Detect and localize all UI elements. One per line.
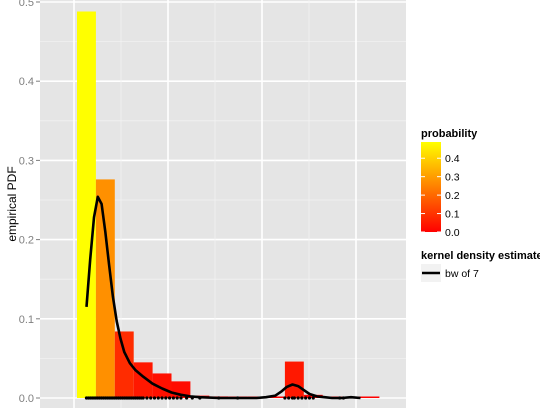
rug-mark bbox=[296, 396, 300, 400]
colorbar-ticks: 0.4 0.3 0.2 0.1 0.0 bbox=[421, 153, 460, 239]
colorbar-label: 0.3 bbox=[445, 172, 460, 184]
rug-mark bbox=[175, 396, 179, 400]
rug-mark bbox=[311, 396, 315, 400]
rug-mark bbox=[152, 396, 157, 400]
rug-mark bbox=[292, 396, 296, 400]
bar bbox=[77, 11, 96, 399]
rug-mark bbox=[160, 396, 164, 400]
kde-line bbox=[85, 195, 361, 400]
colorbar-label: 0.2 bbox=[445, 190, 460, 202]
bar bbox=[114, 331, 134, 398]
rug-mark bbox=[287, 396, 291, 400]
kde-legend-title: kernel density estimate bbox=[421, 250, 540, 262]
probability-legend-title: probability bbox=[421, 128, 478, 140]
rug-mark bbox=[300, 396, 304, 400]
y-axis-title: empirical PDF bbox=[5, 166, 19, 241]
y-tick-label: 0.4 bbox=[19, 76, 34, 88]
rug-mark bbox=[304, 396, 308, 400]
probability-colorbar bbox=[421, 142, 441, 232]
bar bbox=[360, 396, 380, 398]
rug-mark bbox=[145, 396, 149, 400]
rug-mark bbox=[141, 396, 145, 400]
y-tick-label: 0.0 bbox=[19, 393, 34, 405]
bar bbox=[266, 396, 285, 398]
y-tick-label: 0.3 bbox=[19, 155, 34, 167]
probability-legend: probability 0.4 0.3 0.2 0.1 0.0 bbox=[421, 128, 478, 239]
rug-mark bbox=[171, 396, 175, 400]
y-tick-label: 0.2 bbox=[19, 235, 34, 247]
rug-mark bbox=[149, 396, 153, 400]
rug-mark bbox=[164, 396, 168, 400]
y-tick-label: 0.5 bbox=[19, 0, 34, 9]
rug-mark bbox=[179, 396, 183, 400]
colorbar-label: 0.1 bbox=[445, 209, 460, 221]
bars bbox=[77, 11, 380, 399]
rug-mark bbox=[283, 396, 287, 400]
kde-legend-label: bw of 7 bbox=[445, 268, 479, 280]
y-axis: 0.0 0.1 0.2 0.3 0.4 0.5 bbox=[19, 0, 40, 405]
kde-legend: kernel density estimate bw of 7 bbox=[421, 250, 540, 282]
rug-mark bbox=[168, 396, 172, 400]
rug-mark bbox=[307, 396, 312, 400]
colorbar-label: 0.4 bbox=[445, 153, 460, 165]
rug-mark bbox=[156, 396, 160, 400]
colorbar-label: 0.0 bbox=[445, 227, 460, 239]
y-tick-label: 0.1 bbox=[19, 314, 34, 326]
bar bbox=[284, 361, 304, 398]
rug bbox=[84, 396, 346, 400]
bar bbox=[95, 179, 115, 398]
